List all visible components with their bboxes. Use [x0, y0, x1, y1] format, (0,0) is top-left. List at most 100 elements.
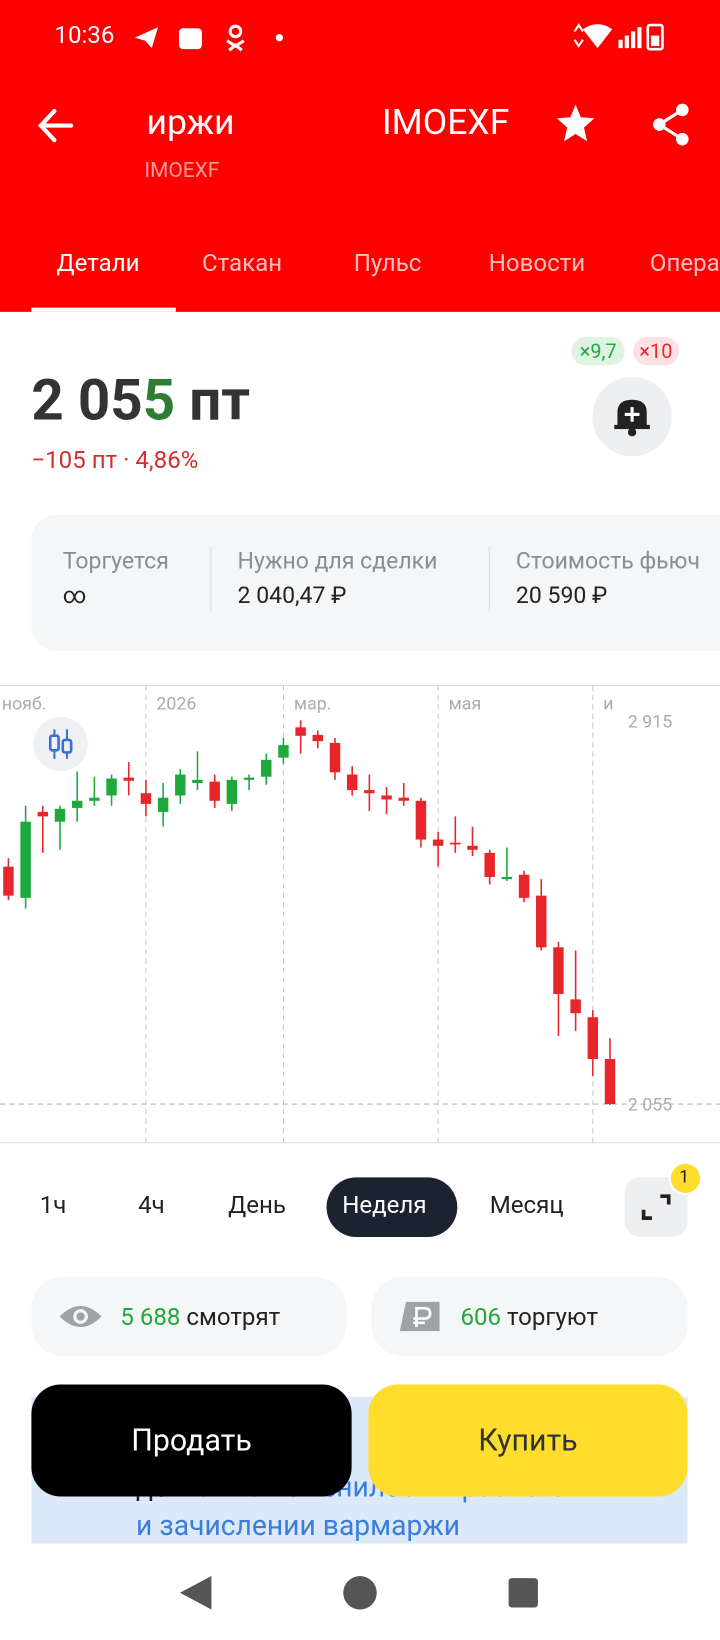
candle-body — [54, 808, 66, 822]
period-selected-bg — [326, 1177, 458, 1237]
sell-button[interactable]: Продать — [31, 1384, 352, 1497]
candle-body — [106, 778, 117, 796]
candle-body — [450, 842, 461, 845]
candle-body — [604, 1059, 616, 1105]
stat-value: 606 — [460, 1302, 502, 1332]
tab[interactable]: Новости — [488, 249, 586, 278]
info-label: Нужно для сделки — [237, 548, 438, 575]
info-value: 20 590 ₽ — [515, 582, 608, 610]
candle-body — [140, 793, 152, 804]
buy-label: Купить — [478, 1422, 578, 1459]
leverage-badge: ×9,7 — [571, 336, 626, 366]
status-right-icons — [573, 23, 664, 51]
period-button[interactable]: 4ч — [138, 1190, 165, 1220]
candle-body — [587, 1017, 599, 1060]
candle-body — [175, 774, 186, 796]
stat-label: смотрят — [186, 1302, 281, 1332]
alert-button[interactable] — [592, 376, 672, 457]
share-button[interactable] — [651, 103, 693, 147]
info-value: ∞ — [62, 582, 87, 610]
x-tick-label: 2026 — [156, 694, 196, 715]
separator — [488, 546, 490, 612]
candle-body — [312, 734, 324, 742]
header-scrolling-title: иржи — [146, 101, 235, 144]
header: 10:36 иржи IMOEXF IMOEXF Детали Стакан П… — [0, 0, 720, 312]
x-tick-label: нояб. — [2, 694, 47, 715]
candle-body — [398, 797, 409, 801]
tab-indicator — [31, 307, 176, 312]
separator — [210, 546, 212, 612]
price-last-digit: 5 — [142, 368, 176, 435]
candle-body — [501, 876, 513, 880]
candle-body — [536, 895, 547, 948]
price-unit: пт — [189, 368, 251, 435]
period-button[interactable]: 1ч — [39, 1190, 67, 1220]
header-subtitle: IMOEXF — [144, 156, 220, 183]
x-tick-label: мая — [449, 694, 482, 715]
candle-body — [123, 777, 134, 781]
candle-body — [570, 999, 581, 1014]
tab[interactable]: Стакан — [201, 249, 283, 278]
candle-body — [553, 947, 564, 995]
stat: 5 688 смотрят — [120, 1303, 280, 1331]
candle-body — [37, 811, 49, 817]
tab[interactable]: Пульс — [353, 249, 422, 278]
candle-body — [346, 774, 358, 791]
info-value: 2 040,47 ₽ — [237, 582, 347, 610]
tab[interactable]: Детали — [56, 249, 140, 278]
header-title: IMOEXF — [381, 101, 510, 144]
nav-back[interactable] — [179, 1576, 212, 1610]
candle-body — [261, 759, 272, 777]
candlestick-chart: нояб. 2026 мар. мая и 2 915 2 055 — [0, 684, 720, 1144]
banner-link[interactable]: и зачислении вармаржи — [136, 1509, 461, 1543]
candle-body — [71, 800, 83, 808]
buy-button[interactable]: Купить — [368, 1384, 688, 1497]
price: 2 055 пт — [31, 368, 250, 434]
candle-body — [243, 777, 255, 780]
candle-body — [381, 795, 392, 800]
candle-body — [415, 800, 427, 840]
info-card — [31, 514, 720, 651]
leverage-badge: ×10 — [633, 336, 679, 366]
tab[interactable]: Опера — [649, 249, 720, 278]
stat-label: торгуют — [507, 1302, 599, 1332]
expand-badge: 1 — [679, 1166, 690, 1188]
candle-body — [89, 797, 100, 801]
candle-body — [278, 745, 289, 758]
expand-button[interactable] — [624, 1161, 709, 1239]
candle-body — [226, 779, 238, 804]
period-button[interactable]: Неделя — [342, 1190, 427, 1220]
candle-body — [209, 781, 220, 801]
candle-body — [3, 866, 14, 896]
chart-type-button[interactable] — [33, 716, 88, 772]
candle-body — [364, 790, 375, 794]
nav-bar — [179, 1576, 538, 1610]
y-tick-label: 2 915 — [628, 711, 672, 732]
nav-recent[interactable] — [508, 1578, 538, 1608]
y-tick-label: 2 055 — [628, 1094, 672, 1115]
price-main: 2 05 — [31, 368, 143, 435]
back-button[interactable] — [36, 105, 78, 147]
candle-body — [157, 797, 169, 812]
candle-body — [20, 821, 31, 898]
info-label: Стоимость фьюч — [515, 548, 701, 575]
status-time: 10:36 — [54, 20, 115, 50]
nav-home[interactable] — [343, 1576, 377, 1610]
candle-body — [484, 852, 495, 877]
eye-icon — [59, 1306, 102, 1327]
candle-body — [432, 839, 444, 846]
ruble-icon — [399, 1301, 440, 1332]
candle-body — [467, 845, 478, 850]
x-tick-label: мар. — [294, 694, 332, 715]
favorite-button[interactable] — [555, 103, 597, 145]
period-button[interactable]: Месяц — [489, 1190, 564, 1220]
stat-value: 5 688 — [120, 1302, 181, 1332]
price-change: −105 пт · 4,86% — [31, 445, 199, 475]
period-button[interactable]: День — [228, 1190, 286, 1220]
candle-body — [329, 742, 341, 773]
sell-label: Продать — [131, 1422, 252, 1459]
candle-body — [192, 779, 203, 783]
status-icons — [134, 24, 284, 52]
x-tick-label: и — [603, 694, 613, 715]
